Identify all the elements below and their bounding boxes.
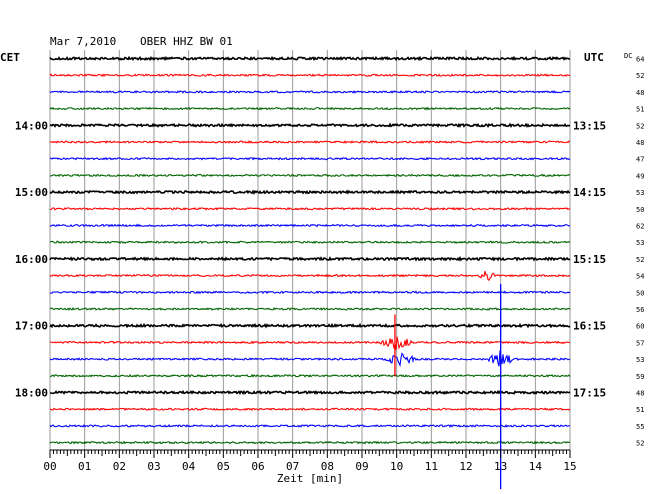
trace-line <box>49 106 571 111</box>
x-tick-label: 03 <box>147 460 160 473</box>
right-hour-label: 13:15 <box>573 119 606 132</box>
right-hour-label: 14:15 <box>573 186 606 199</box>
chart-station: OBER HHZ BW 01 <box>140 35 233 48</box>
right-hour-labels: 13:15 14:15 15:15 16:15 17:15 <box>573 119 606 399</box>
dc-value: 47 <box>636 156 644 164</box>
x-tick-label: 15 <box>563 460 576 473</box>
left-hour-label: 15:00 <box>15 186 48 199</box>
trace-line <box>49 336 571 350</box>
dc-value: 48 <box>636 139 644 147</box>
dc-value: 51 <box>636 106 644 114</box>
dc-value: 50 <box>636 289 644 297</box>
x-tick-label: 14 <box>529 460 543 473</box>
dc-label: DC <box>624 52 632 60</box>
trace-line <box>49 73 571 78</box>
trace-line <box>49 373 571 378</box>
dc-value: 64 <box>636 56 644 64</box>
trace-line <box>49 122 571 128</box>
dc-value: 49 <box>636 172 644 180</box>
left-hour-label: 16:00 <box>15 253 48 266</box>
dc-value: 54 <box>636 273 644 281</box>
left-hour-label: 14:00 <box>15 119 48 132</box>
dc-values: 64 52 48 51 52 48 47 49 53 50 62 53 52 54 50 56 60 57 53 59… <box>636 56 644 448</box>
dc-value: 56 <box>636 306 644 314</box>
dc-value: 52 <box>636 256 644 264</box>
x-axis-label: Zeit [min] <box>277 472 343 485</box>
chart-date: Mar 7,2010 <box>50 35 116 48</box>
x-tick-label: 06 <box>251 460 264 473</box>
grid-lines <box>49 50 571 450</box>
dc-value: 62 <box>636 223 644 231</box>
traces <box>49 55 571 445</box>
trace-line <box>49 156 571 161</box>
dc-value: 52 <box>636 440 644 448</box>
trace-line <box>49 350 571 368</box>
trace-line <box>49 240 571 245</box>
dc-value: 60 <box>636 323 644 331</box>
x-tick-label: 12 <box>459 460 472 473</box>
x-tick-label: 04 <box>182 460 196 473</box>
left-timezone-label: CET <box>0 51 20 64</box>
dc-value: 52 <box>636 72 644 80</box>
x-tick-label: 13 <box>494 460 507 473</box>
trace-line <box>49 389 571 396</box>
right-hour-label: 17:15 <box>573 387 606 400</box>
trace-line <box>49 440 571 445</box>
left-hour-label: 17:00 <box>15 320 48 333</box>
trace-line <box>49 223 571 228</box>
dc-value: 53 <box>636 239 644 247</box>
dc-value: 55 <box>636 423 644 431</box>
x-tick-label: 11 <box>425 460 438 473</box>
trace-line <box>49 173 571 178</box>
left-hour-labels: 14:00 15:00 16:00 17:00 18:00 <box>15 119 48 399</box>
dc-value: 48 <box>636 89 644 97</box>
dc-value: 53 <box>636 356 644 364</box>
right-timezone-label: UTC <box>584 51 604 64</box>
x-axis: 00 01 02 03 04 05 06 07 08 09 10 11 12 13 14 15 <box>43 449 577 473</box>
left-hour-label: 18:00 <box>15 387 48 400</box>
trace-line <box>49 322 571 329</box>
trace-line <box>49 255 571 262</box>
trace-line <box>49 271 571 281</box>
right-hour-label: 15:15 <box>573 253 606 266</box>
x-tick-label: 05 <box>217 460 230 473</box>
x-tick-label: 08 <box>321 460 334 473</box>
trace-line <box>49 55 571 62</box>
x-tick-label: 09 <box>355 460 368 473</box>
trace-line <box>49 424 571 428</box>
dc-value: 53 <box>636 189 644 197</box>
trace-line <box>50 206 571 211</box>
dc-value: 51 <box>636 406 644 414</box>
dc-value: 52 <box>636 122 644 130</box>
dc-value: 50 <box>636 206 644 214</box>
trace-line <box>49 89 571 94</box>
trace-line <box>49 189 571 195</box>
trace-line <box>49 140 571 144</box>
dc-value: 59 <box>636 373 644 381</box>
trace-line <box>49 307 571 311</box>
dc-value: 57 <box>636 339 644 347</box>
trace-line <box>49 407 571 412</box>
x-tick-label: 02 <box>113 460 126 473</box>
x-tick-label: 07 <box>286 460 299 473</box>
x-tick-label: 01 <box>78 460 91 473</box>
trace-line <box>49 290 571 295</box>
dc-value: 48 <box>636 390 644 398</box>
spikes <box>394 284 502 490</box>
x-tick-label: 00 <box>43 460 56 473</box>
x-tick-label: 10 <box>390 460 403 473</box>
right-hour-label: 16:15 <box>573 320 606 333</box>
